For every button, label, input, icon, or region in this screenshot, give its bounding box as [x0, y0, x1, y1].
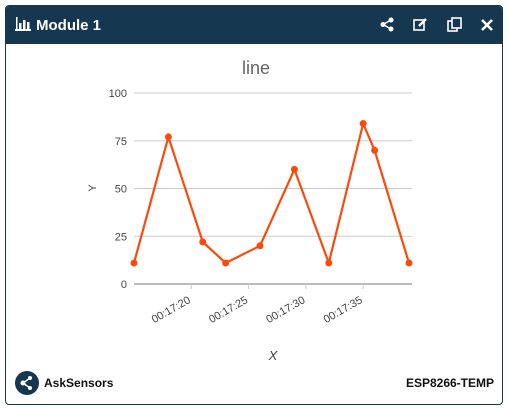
y-axis-label: Y	[87, 184, 99, 192]
data-point	[325, 259, 333, 267]
device-name: ESP8266-TEMP	[405, 376, 494, 390]
y-tick-label: 50	[115, 184, 127, 196]
chart-icon	[15, 17, 31, 31]
share-button[interactable]	[380, 17, 394, 32]
x-tick-label: 00:17:30	[264, 294, 307, 326]
data-point	[290, 165, 298, 173]
module-card: Module 1 line Y X 0 25 50 75 100 00:17:20 00:1…	[5, 5, 503, 405]
data-point	[371, 146, 379, 154]
y-tick-label: 25	[115, 231, 127, 243]
chart-title: line	[242, 58, 270, 78]
close-button[interactable]	[481, 17, 493, 32]
y-tick-label: 100	[109, 88, 127, 100]
data-point	[256, 242, 264, 250]
x-tick-label: 00:17:35	[322, 294, 365, 326]
copy-button[interactable]	[447, 17, 462, 32]
data-point	[359, 120, 367, 128]
edit-button[interactable]	[413, 17, 428, 32]
brand-logo	[15, 371, 39, 395]
series-line	[132, 120, 411, 267]
data-point	[199, 238, 207, 246]
x-tick-label: 00:17:25	[207, 294, 250, 326]
x-axis-label: X	[268, 348, 279, 363]
x-tick-label: 00:17:20	[150, 294, 193, 326]
header: Module 1	[6, 6, 502, 44]
data-point	[164, 133, 172, 141]
module-title: Module 1	[36, 17, 102, 34]
data-point	[405, 259, 413, 267]
data-point	[222, 259, 230, 267]
brand-name: AskSensors	[44, 376, 114, 390]
y-tick-label: 75	[115, 136, 127, 148]
data-point	[130, 259, 138, 267]
y-tick-label: 0	[121, 279, 127, 291]
chart: line Y X 0 25 50 75 100 00:17:20 00:17:25 00:17…	[87, 58, 413, 363]
